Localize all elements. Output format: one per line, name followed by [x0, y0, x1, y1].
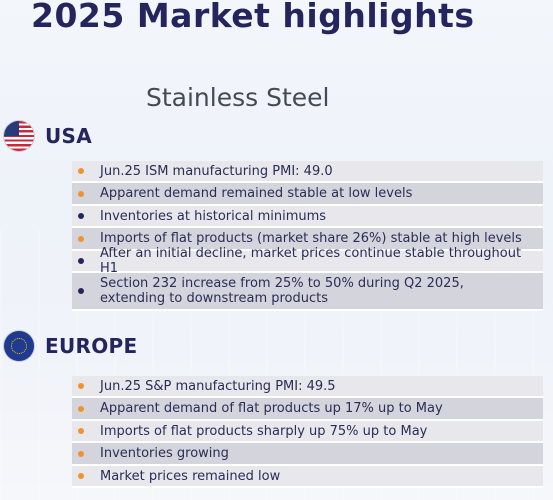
bullet-icon: [78, 288, 84, 294]
region-name-usa: USA: [45, 124, 93, 148]
list-item: Imports of flat products sharply up 75% …: [72, 421, 543, 443]
bullet-icon: [78, 235, 84, 242]
page-title: 2025 Market highlights: [31, 0, 475, 35]
list-item: After an initial decline, market prices …: [72, 246, 543, 276]
list-item: Jun.25 ISM manufacturing PMI: 49.0: [72, 161, 543, 183]
bullet-icon: [78, 405, 84, 412]
bullet-icon: [78, 383, 84, 389]
bullet-icon: [78, 190, 84, 197]
list-item: Apparent demand of flat products up 17% …: [72, 398, 543, 421]
usa-highlights-list: Jun.25 ISM manufacturing PMI: 49.0 Appar…: [72, 161, 543, 311]
bullet-icon: [78, 258, 84, 264]
us-flag-icon: [4, 121, 34, 151]
bullet-icon: [78, 473, 84, 479]
list-item: Apparent demand remained stable at low l…: [72, 183, 543, 206]
eu-flag-icon: [4, 331, 34, 361]
list-item: Market prices remained low: [72, 466, 543, 488]
bullet-icon: [78, 450, 84, 457]
list-item: Imports of flat products (market share 2…: [72, 228, 543, 251]
region-header-usa: USA: [4, 121, 92, 151]
list-item: Inventories at historical minimums: [72, 206, 543, 228]
page-subtitle: Stainless Steel: [146, 83, 330, 112]
bullet-icon: [78, 213, 84, 219]
list-item: Section 232 increase from 25% to 50% dur…: [72, 273, 543, 311]
bullet-icon: [78, 168, 84, 174]
region-name-europe: EUROPE: [45, 334, 138, 358]
region-header-europe: EUROPE: [4, 331, 137, 361]
bullet-icon: [78, 428, 84, 434]
list-item: Inventories growing: [72, 443, 543, 466]
list-item: Jun.25 S&P manufacturing PMI: 49.5: [72, 376, 543, 398]
europe-highlights-list: Jun.25 S&P manufacturing PMI: 49.5 Appar…: [72, 376, 543, 488]
